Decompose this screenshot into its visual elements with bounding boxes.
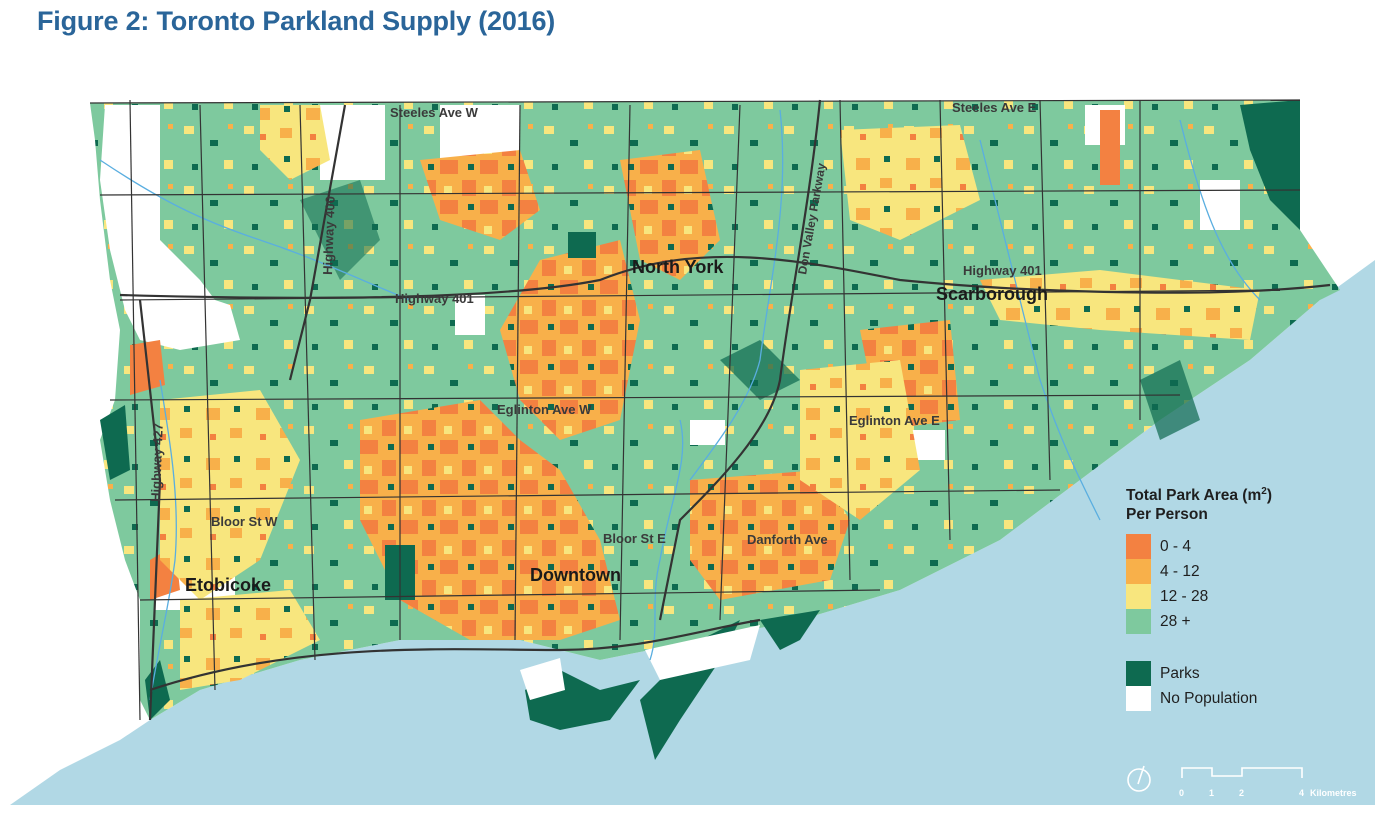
legend-item-12-28: 12 - 28 [1126, 584, 1326, 610]
legend-item-0-4: 0 - 4 [1126, 534, 1326, 560]
scale-bar: 0 1 2 4 Kilometres [1127, 765, 1357, 798]
label-highway-400: Highway 400 [320, 196, 338, 275]
label-bloor-st-w: Bloor St W [211, 514, 278, 529]
swatch-parks [1126, 661, 1151, 687]
label-north-york: North York [632, 257, 724, 277]
label-danforth-ave: Danforth Ave [747, 532, 828, 547]
legend-title: Total Park Area (m2) Per Person [1126, 486, 1272, 524]
scale-tick-2: 2 [1239, 788, 1244, 798]
legend: Total Park Area (m2) Per Person 0 - 4 4 … [1126, 482, 1326, 712]
road-labels: Steeles Ave W Steeles Ave E Highway 400 … [148, 100, 1042, 547]
label-eglinton-ave-w: Eglinton Ave W [497, 402, 592, 417]
label-highway-401-west: Highway 401 [395, 291, 474, 306]
scale-tick-1: 1 [1209, 788, 1214, 798]
swatch-no-population [1126, 686, 1151, 712]
rivers [99, 109, 1261, 701]
swatch-0-4 [1126, 534, 1151, 560]
label-scarborough: Scarborough [936, 284, 1048, 304]
label-eglinton-ave-e: Eglinton Ave E [849, 413, 940, 428]
district-labels: North York Scarborough Etobicoke Downtow… [185, 257, 1048, 595]
legend-item-no-population: No Population [1126, 686, 1326, 712]
figure-title: Figure 2: Toronto Parkland Supply (2016) [37, 6, 556, 36]
swatch-28-plus [1126, 609, 1151, 635]
north-arrow-icon [1127, 765, 1151, 792]
swatch-12-28 [1126, 584, 1151, 610]
legend-item-4-12: 4 - 12 [1126, 559, 1326, 585]
scale-tick-0: 0 [1179, 788, 1184, 798]
lake-ontario [10, 260, 1375, 805]
label-etobicoke: Etobicoke [185, 575, 271, 595]
medium-parkland-areas [160, 105, 1260, 690]
label-highway-401-east: Highway 401 [963, 263, 1042, 278]
port-lands [520, 625, 760, 700]
label-highway-427: Highway 427 [148, 423, 166, 502]
scale-unit: Kilometres [1310, 788, 1357, 798]
highways [119, 99, 1331, 721]
swatch-4-12 [1126, 559, 1151, 585]
label-downtown: Downtown [530, 565, 621, 585]
road-network [89, 99, 1301, 721]
label-steeles-ave-w: Steeles Ave W [390, 105, 479, 120]
legend-item-28-plus: 28 + [1126, 609, 1326, 635]
label-steeles-ave-e: Steeles Ave E [952, 100, 1037, 115]
scale-tick-4: 4 [1299, 788, 1304, 798]
label-bloor-st-e: Bloor St E [603, 531, 666, 546]
legend-item-parks: Parks [1126, 661, 1326, 687]
